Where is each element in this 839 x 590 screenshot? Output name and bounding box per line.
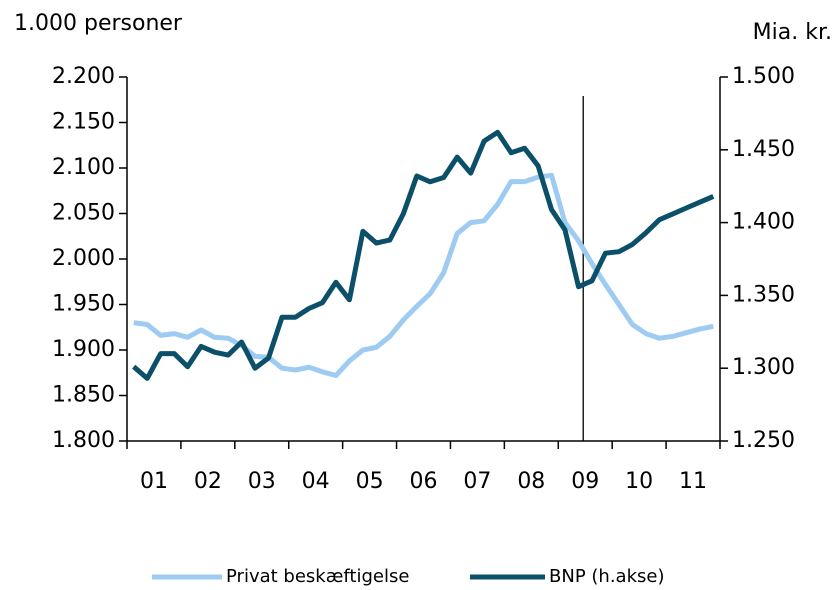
x-tick-label: 10 xyxy=(625,469,653,494)
y-axis-title: 1.000 personer xyxy=(14,11,183,36)
y2-tick-label: 1.450 xyxy=(732,137,795,162)
y2-axis-title: Mia. kr. xyxy=(753,20,832,45)
y-tick-label: 1.800 xyxy=(52,428,115,453)
x-tick-label: 06 xyxy=(410,469,438,494)
y-tick-label: 2.100 xyxy=(52,155,115,180)
x-tick-label: 08 xyxy=(517,469,545,494)
x-tick-label: 05 xyxy=(356,469,384,494)
legend-label: BNP (h.akse) xyxy=(549,566,664,587)
y2-tick-label: 1.500 xyxy=(732,64,795,89)
series-line xyxy=(133,172,714,378)
x-tick-label: 02 xyxy=(194,469,222,494)
y-tick-label: 2.000 xyxy=(52,246,115,271)
x-tick-label: 09 xyxy=(571,469,599,494)
y-tick-label: 1.950 xyxy=(52,292,115,317)
y-tick-label: 1.900 xyxy=(52,337,115,362)
y-tick-label: 2.050 xyxy=(52,201,115,226)
y-tick-label: 2.150 xyxy=(52,110,115,135)
y2-tick-label: 1.250 xyxy=(732,428,795,453)
y2-tick-label: 1.350 xyxy=(732,282,795,307)
y-tick-label: 1.850 xyxy=(52,383,115,408)
x-tick-label: 11 xyxy=(679,469,707,494)
x-tick-label: 04 xyxy=(302,469,330,494)
x-tick-label: 01 xyxy=(140,469,168,494)
y-tick-label: 2.200 xyxy=(52,64,115,89)
y2-tick-label: 1.300 xyxy=(732,355,795,380)
legend-label: Privat beskæftigelse xyxy=(226,566,409,587)
x-tick-label: 07 xyxy=(463,469,491,494)
series-line xyxy=(132,129,715,381)
x-tick-label: 03 xyxy=(248,469,276,494)
y2-tick-label: 1.400 xyxy=(732,210,795,235)
